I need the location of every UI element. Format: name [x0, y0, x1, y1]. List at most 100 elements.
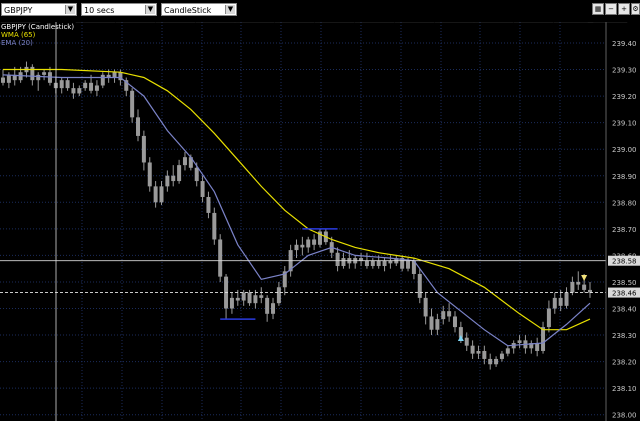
candle-body [188, 157, 193, 168]
candle-body [141, 135, 146, 163]
crosshair-price-box [608, 255, 640, 266]
candle-body [441, 311, 446, 320]
legend-title: GBPJPY (Candlestick) [1, 23, 74, 31]
candle-body [505, 348, 510, 354]
candle-body [576, 281, 581, 285]
candle-body [482, 350, 487, 359]
candle-body [488, 358, 493, 365]
price-tick-label: 239.40 [612, 40, 637, 48]
candle-body [112, 72, 117, 78]
candle-body [247, 292, 252, 304]
price-tick-label: 239.30 [612, 67, 637, 75]
candle-body [452, 316, 457, 328]
settings-icon[interactable]: ⚙ [631, 3, 640, 15]
candle-body [494, 358, 499, 365]
candle-body [42, 72, 47, 75]
price-tick-label: 239.20 [612, 93, 637, 101]
candle-body [429, 316, 434, 330]
candle-body [253, 295, 258, 304]
candle-body [370, 260, 375, 267]
candle-body [411, 260, 416, 274]
zoom-in-icon[interactable]: + [618, 3, 630, 15]
candle-body [165, 175, 170, 187]
chart-style-select[interactable]: CandleStick ▼ [161, 3, 237, 16]
candle-body [423, 297, 428, 317]
candle-body [388, 260, 393, 264]
price-tick-label: 238.00 [612, 412, 637, 420]
candle-body [535, 343, 540, 351]
chevron-down-icon: ▼ [225, 5, 235, 14]
candle-body [570, 281, 575, 293]
candle-body [464, 337, 469, 346]
crosshair-price-label: 238.58 [612, 258, 637, 266]
candle-body [359, 258, 364, 261]
candle-body [12, 74, 17, 81]
candle-body [312, 239, 317, 245]
price-axis: 239.40 239.30 239.20 239.10 239.00 238.90 238.… [605, 22, 640, 421]
candle-body [218, 239, 223, 277]
candle-body [30, 66, 35, 81]
candle-body [200, 181, 205, 197]
price-tick-label: 239.10 [612, 120, 637, 128]
symbol-select[interactable]: GBPJPY ▼ [1, 3, 77, 16]
candle-body [259, 295, 264, 298]
candle-body [317, 231, 322, 245]
candle-body [206, 196, 211, 213]
chart-style-select-value: CandleStick [164, 6, 212, 15]
candle-body [541, 327, 546, 351]
chevron-down-icon: ▼ [65, 5, 75, 14]
candle-body [65, 80, 70, 89]
candle-body [470, 345, 475, 354]
last-price-box [608, 287, 640, 298]
candle-body [476, 350, 481, 354]
price-tick-label: 238.10 [612, 385, 637, 393]
candle-body [558, 297, 563, 306]
legend-wma: WMA (65) [1, 31, 36, 39]
price-tick-label: 238.40 [612, 306, 637, 314]
candle-body [588, 289, 592, 293]
candle-body [552, 297, 557, 309]
candle-body [364, 260, 369, 267]
legend-ema: EMA (20) [1, 39, 33, 47]
candle-body [147, 162, 152, 187]
chart-overlays: GBPJPY (Candlestick)WMA (65)EMA (20) [0, 22, 606, 421]
candle-body [71, 88, 76, 94]
candle-body [417, 273, 422, 298]
candle-body [447, 311, 452, 317]
candle-body [582, 284, 587, 290]
candle-body [306, 239, 311, 248]
candle-body [400, 258, 405, 269]
candle-body [271, 303, 276, 314]
candle-body [136, 117, 141, 136]
price-tick-label: 238.90 [612, 173, 637, 181]
candle-body [194, 167, 199, 182]
candle-body [458, 327, 463, 338]
candle-body [499, 353, 504, 359]
candle-body [177, 165, 182, 182]
chart-toolbar: GBPJPY ▼ 10 secs ▼ CandleStick ▼ ▦ − + ⚙ [0, 0, 640, 22]
candle-body [382, 260, 387, 267]
candle-body [564, 292, 569, 306]
candle-body [1, 77, 5, 83]
candle-body [335, 252, 340, 267]
candle-body [529, 343, 534, 349]
price-tick-label: 238.30 [612, 332, 637, 340]
candle-body [59, 80, 64, 89]
candle-body [94, 85, 99, 91]
symbol-select-value: GBPJPY [4, 6, 33, 15]
candle-body [276, 287, 281, 304]
candle-body [182, 157, 187, 166]
candle-body [282, 271, 287, 288]
candle-body [130, 90, 135, 118]
candle-body [159, 186, 164, 203]
chart-grid-icon[interactable]: ▦ [592, 3, 604, 15]
last-price-label: 238.46 [612, 290, 637, 298]
interval-select[interactable]: 10 secs ▼ [81, 3, 157, 16]
candle-body [517, 340, 522, 344]
candle-body [124, 80, 129, 91]
zoom-out-icon[interactable]: − [605, 3, 617, 15]
candle-body [341, 258, 346, 267]
